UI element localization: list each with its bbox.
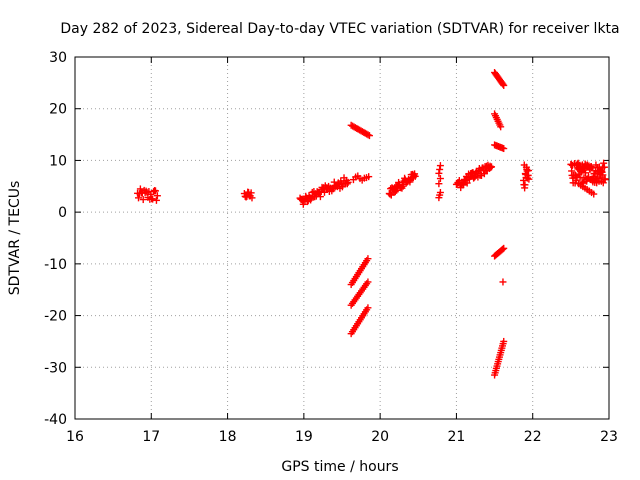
data-point: [499, 245, 507, 253]
y-tick-label: -40: [44, 412, 67, 428]
data-point: [364, 304, 372, 312]
x-tick-label: 20: [371, 429, 389, 445]
y-tick-label: -10: [44, 257, 67, 273]
plot-frame: [74, 56, 610, 420]
data-point: [316, 193, 324, 201]
data-point: [601, 176, 609, 184]
data-point: [460, 180, 468, 188]
y-tick-label: -30: [44, 360, 67, 376]
y-tick-label: 30: [49, 50, 67, 66]
grid: [75, 57, 609, 419]
x-tick-labels: 16 17 18 19 20 21 22 23: [66, 429, 618, 445]
data-point: [436, 162, 444, 170]
data-point: [488, 163, 496, 171]
data-point: [470, 174, 478, 182]
data-point: [590, 190, 598, 198]
data-point: [499, 278, 507, 286]
data-point: [365, 173, 373, 181]
data-point: [578, 178, 586, 186]
axis-ticks: [74, 56, 610, 420]
data-point: [497, 123, 505, 131]
data-point: [134, 194, 142, 202]
y-axis-label: SDTVAR / TECUs: [7, 181, 23, 296]
data-points: [134, 69, 609, 379]
x-tick-label: 22: [524, 429, 542, 445]
data-point: [338, 183, 346, 191]
data-point: [436, 165, 444, 173]
data-point: [600, 163, 608, 171]
x-tick-label: 21: [448, 429, 466, 445]
data-point: [153, 192, 161, 200]
data-point: [320, 188, 328, 196]
data-point: [499, 80, 507, 88]
x-tick-label: 19: [295, 429, 313, 445]
data-point: [136, 185, 144, 193]
data-point: [343, 180, 351, 188]
data-point: [436, 175, 444, 183]
y-tick-labels: -40 -30 -20 -10 0 10 20 30: [44, 50, 67, 428]
data-point: [599, 171, 607, 179]
data-point: [344, 178, 352, 186]
data-point: [500, 337, 508, 345]
data-point: [436, 188, 444, 196]
data-point: [521, 181, 529, 189]
data-point: [151, 187, 159, 195]
data-point: [364, 131, 372, 139]
y-tick-label: 20: [49, 102, 67, 118]
data-point: [364, 278, 372, 286]
x-tick-label: 17: [142, 429, 160, 445]
x-tick-label: 23: [600, 429, 618, 445]
data-point: [364, 255, 372, 263]
data-point: [411, 172, 419, 180]
data-point: [525, 167, 533, 175]
data-point: [435, 169, 443, 177]
data-point: [330, 178, 338, 186]
x-tick-label: 16: [66, 429, 84, 445]
data-point: [152, 196, 160, 204]
y-tick-label: -20: [44, 309, 67, 325]
data-point: [435, 180, 443, 188]
data-point: [500, 145, 508, 153]
data-point: [247, 189, 255, 197]
data-point: [248, 194, 256, 202]
data-point: [139, 196, 147, 204]
x-tick-label: 18: [219, 429, 237, 445]
data-point: [365, 132, 373, 140]
data-point: [500, 81, 508, 89]
data-point: [582, 169, 590, 177]
data-point: [463, 179, 471, 187]
y-tick-label: 0: [58, 205, 67, 221]
data-point: [500, 244, 508, 252]
data-point: [525, 175, 533, 183]
chart-title: Day 282 of 2023, Sidereal Day-to-day VTE…: [60, 21, 619, 37]
x-axis-label: GPS time / hours: [281, 459, 398, 475]
y-tick-label: 10: [49, 153, 67, 169]
data-point: [149, 195, 157, 203]
